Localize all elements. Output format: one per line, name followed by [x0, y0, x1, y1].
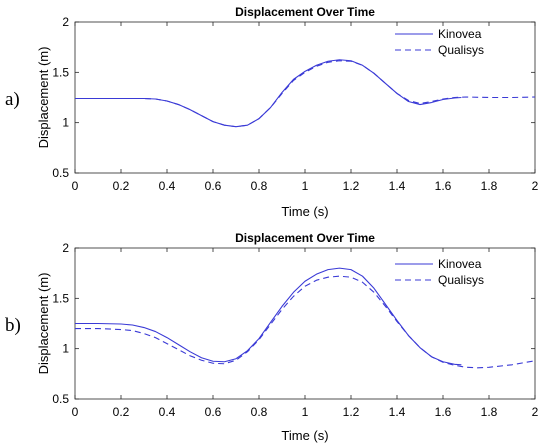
y-tick-label: 2: [62, 241, 69, 255]
y-tick-label: 0.5: [52, 392, 69, 406]
x-axis-label: Time (s): [281, 204, 328, 219]
legend-label: Qualisys: [438, 43, 484, 57]
y-tick-label: 2: [62, 15, 69, 29]
x-tick-label: 2: [532, 179, 539, 193]
x-tick-label: 0.2: [113, 179, 130, 193]
y-tick-label: 1.5: [52, 65, 69, 79]
panel-label: a): [5, 89, 20, 110]
y-axis-label: Displacement (m): [36, 273, 51, 375]
x-tick-label: 0.8: [251, 405, 268, 419]
legend-label: Kinovea: [438, 27, 482, 41]
series-line-qualisys: [75, 275, 535, 369]
x-tick-label: 1: [302, 179, 309, 193]
chart-panel-a: a) Displacement Over Time 0 0.2 0.4 0.6 0.8 1 1.…: [5, 5, 539, 219]
y-axis-label: Displacement (m): [36, 47, 51, 149]
x-tick-label: 1.6: [435, 179, 452, 193]
legend-label: Qualisys: [438, 273, 484, 287]
chart-title: Displacement Over Time: [235, 5, 375, 19]
y-tick-label: 1.5: [52, 291, 69, 305]
x-tick-label: 1.4: [389, 179, 406, 193]
y-tick-label: 1: [62, 342, 69, 356]
y-tick-label: 1: [62, 116, 69, 130]
x-tick-label: 0: [72, 405, 79, 419]
x-tick-label: 1.2: [343, 179, 360, 193]
x-tick-label: 0: [72, 179, 79, 193]
x-tick-label: 1.2: [343, 405, 360, 419]
legend: Kinovea Qualisys: [395, 257, 484, 287]
x-tick-label: 1.4: [389, 405, 406, 419]
x-tick-label: 0.6: [205, 405, 222, 419]
x-tick-label: 0.4: [159, 405, 176, 419]
x-tick-label: 1: [302, 405, 309, 419]
x-tick-label: 0.6: [205, 179, 222, 193]
legend-label: Kinovea: [438, 257, 482, 271]
series-line-qualisys: [75, 60, 535, 128]
x-tick-label: 0.4: [159, 179, 176, 193]
x-tick-label: 2: [532, 405, 539, 419]
x-tick-label: 0.2: [113, 405, 130, 419]
x-tick-label: 0.8: [251, 179, 268, 193]
x-tick-label: 1.8: [481, 405, 498, 419]
y-tick-label: 0.5: [52, 166, 69, 180]
x-axis-label: Time (s): [281, 428, 328, 443]
chart-panel-b: b) Displacement Over Time 0 0.2 0.4 0.6 0.8 1 1.…: [5, 231, 539, 443]
chart-title: Displacement Over Time: [235, 231, 375, 245]
legend: Kinovea Qualisys: [395, 27, 484, 57]
panel-label: b): [5, 315, 21, 336]
series-line-kinovea: [75, 59, 462, 128]
series-line-kinovea: [75, 267, 462, 366]
x-tick-label: 1.8: [481, 179, 498, 193]
x-tick-label: 1.6: [435, 405, 452, 419]
